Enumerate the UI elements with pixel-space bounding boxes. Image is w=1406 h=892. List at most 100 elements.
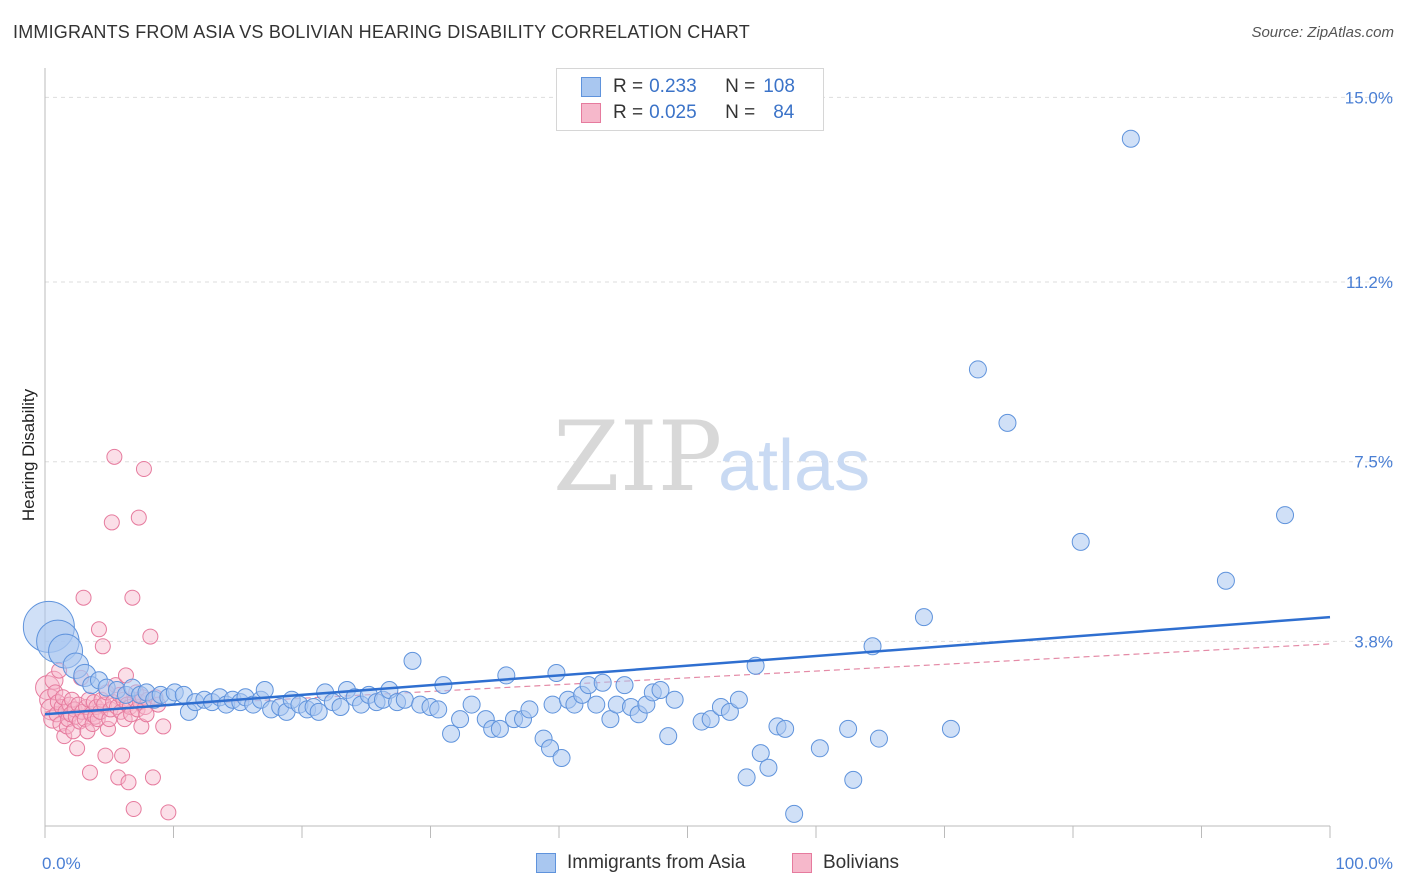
asia-point <box>255 681 274 699</box>
bolivian-point <box>155 718 172 735</box>
asia-points <box>22 129 1295 823</box>
bottom-legend-asia: Immigrants from Asia <box>536 852 745 874</box>
y-tick-label-0: 3.8% <box>1354 632 1393 651</box>
asia-point <box>403 651 422 670</box>
asia-point <box>451 710 470 729</box>
bolivian-swatch <box>581 103 601 123</box>
bolivian-n-label: N = <box>725 102 756 123</box>
bolivian-point <box>75 589 92 606</box>
bolivian-point <box>81 764 98 781</box>
asia-point <box>1276 506 1295 525</box>
asia-point <box>651 681 670 699</box>
asia-point <box>395 690 414 709</box>
bolivian-point <box>52 716 69 732</box>
asia-point <box>547 664 566 682</box>
asia-n-value: 108 <box>763 76 795 97</box>
x-tick-label-1: 100.0% <box>1335 854 1393 873</box>
asia-point <box>429 700 448 719</box>
asia-point <box>810 739 829 758</box>
bolivian-point <box>103 514 120 531</box>
bottom-asia-swatch <box>536 853 556 873</box>
asia-point <box>776 719 795 738</box>
bolivian-point <box>124 589 141 606</box>
asia-point <box>914 608 933 627</box>
bolivian-point <box>106 448 123 465</box>
bolivian-r-value: 0.025 <box>649 102 697 123</box>
asia-r-label: R = <box>613 76 644 97</box>
asia-n-label: N = <box>725 76 756 97</box>
correlation-legend: R = 0.233 N = 108 R = 0.025 N = 84 <box>556 68 824 131</box>
bolivian-point <box>47 684 64 701</box>
asia-point <box>941 719 960 738</box>
watermark-atlas: atlas <box>718 426 870 506</box>
asia-point <box>659 727 678 746</box>
bolivian-point <box>56 728 73 745</box>
asia-point <box>462 695 481 714</box>
x-tick-labels: 0.0% 100.0% <box>42 854 1393 873</box>
asia-point <box>998 413 1017 432</box>
asia-point <box>665 690 684 709</box>
x-tick-label-0: 0.0% <box>42 854 81 873</box>
bolivian-point <box>44 670 64 690</box>
asia-point <box>751 744 770 763</box>
asia-point <box>587 695 606 714</box>
bolivian-point <box>69 740 86 757</box>
asia-point <box>1216 571 1235 590</box>
y-axis-label: Hearing Disability <box>19 388 38 521</box>
asia-point <box>720 702 739 721</box>
bolivian-point <box>144 769 161 786</box>
source-label: Source: ZipAtlas.com <box>1251 24 1394 41</box>
chart-title: IMMIGRANTS FROM ASIA VS BOLIVIAN HEARING… <box>13 22 750 42</box>
y-tick-labels: 3.8% 7.5% 11.2% 15.0% <box>1345 88 1393 651</box>
grid <box>45 96 1395 642</box>
bolivian-point <box>160 804 177 821</box>
asia-point <box>1071 532 1090 551</box>
asia-point <box>737 768 756 787</box>
asia-point <box>593 673 612 692</box>
asia-trend <box>44 615 1331 716</box>
bolivian-point <box>97 747 114 764</box>
bolivian-n-value: 84 <box>773 102 795 123</box>
y-tick-label-3: 15.0% <box>1345 88 1393 107</box>
asia-point <box>552 749 571 767</box>
bottom-bolivian-swatch <box>792 853 812 873</box>
asia-point <box>490 719 509 738</box>
asia-point <box>497 666 516 685</box>
asia-point <box>729 690 748 709</box>
asia-point <box>520 700 539 719</box>
legend-row-bolivian: R = 0.025 N = 84 <box>581 101 794 125</box>
bolivian-point <box>133 718 150 735</box>
bolivian-r-label: R = <box>613 102 644 123</box>
asia-r-value: 0.233 <box>649 76 697 97</box>
watermark-zip: ZIP <box>553 401 722 513</box>
bolivian-point <box>130 509 147 526</box>
bolivian-point <box>142 628 159 645</box>
bolivian-point <box>114 747 131 764</box>
bolivian-point <box>94 638 111 655</box>
y-tick-label-2: 11.2% <box>1346 273 1393 292</box>
y-tick-label-1: 7.5% <box>1354 453 1393 472</box>
asia-point <box>839 719 858 738</box>
asia-point <box>309 702 328 721</box>
asia-point <box>701 710 720 729</box>
asia-trend-line <box>44 615 1331 716</box>
bolivian-point <box>125 801 142 817</box>
bolivian-point <box>110 769 127 786</box>
asia-point <box>543 695 562 714</box>
asia-swatch <box>581 77 601 97</box>
bottom-legend-bolivian: Bolivians <box>792 852 899 874</box>
asia-point <box>1121 129 1140 148</box>
bottom-bolivian-label: Bolivians <box>823 852 900 873</box>
legend-row-asia: R = 0.233 N = 108 <box>581 75 795 99</box>
asia-point <box>442 724 461 743</box>
asia-point <box>968 360 987 379</box>
asia-point <box>759 758 778 777</box>
asia-point <box>844 770 863 789</box>
bolivian-point <box>135 461 152 477</box>
asia-point <box>331 698 350 716</box>
bolivian-point <box>63 691 80 708</box>
asia-point <box>785 804 804 823</box>
asia-point <box>541 739 560 758</box>
bolivian-point <box>120 774 137 791</box>
